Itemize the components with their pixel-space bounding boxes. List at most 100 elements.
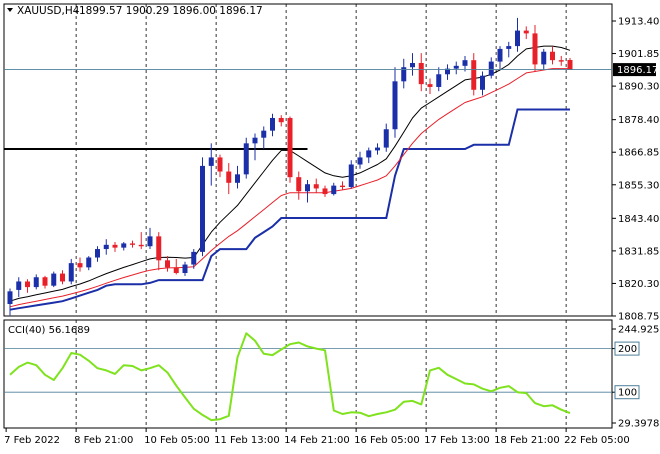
candle[interactable]	[25, 279, 30, 293]
candle[interactable]	[191, 249, 197, 269]
candle[interactable]	[287, 116, 293, 183]
candle-body	[252, 137, 258, 144]
candle[interactable]	[445, 64, 450, 80]
candle[interactable]	[331, 182, 337, 196]
candle[interactable]	[68, 258, 74, 285]
candle[interactable]	[523, 26, 529, 40]
candle[interactable]	[95, 246, 100, 262]
candle[interactable]	[366, 147, 372, 164]
candle-body	[16, 281, 22, 290]
candle[interactable]	[103, 239, 109, 255]
candle-body	[243, 143, 249, 175]
candle[interactable]	[182, 261, 188, 276]
candle[interactable]	[208, 143, 214, 186]
price-tick-label: 1808.75	[618, 312, 659, 323]
candle[interactable]	[340, 181, 345, 190]
candle[interactable]	[322, 185, 328, 197]
candle-body	[270, 117, 275, 131]
candle-body	[296, 177, 302, 192]
candle[interactable]	[488, 57, 494, 79]
candle[interactable]	[515, 17, 520, 52]
candle[interactable]	[243, 137, 249, 179]
candle-body	[217, 157, 223, 172]
candle[interactable]	[532, 24, 538, 72]
price-tick-label: 1843.40	[618, 214, 659, 225]
candle[interactable]	[112, 242, 118, 252]
candle[interactable]	[313, 178, 319, 193]
candle[interactable]	[296, 171, 302, 200]
candle-body	[226, 171, 232, 183]
candle[interactable]	[77, 257, 83, 272]
cci-level-tag	[614, 385, 640, 400]
price-axis: 1913.40 1901.85 1890.30 1878.40 1866.85 1855.…	[612, 17, 659, 323]
candle[interactable]	[226, 163, 232, 195]
candle[interactable]	[138, 232, 144, 250]
candle[interactable]	[252, 133, 258, 161]
time-axis: 7 Feb 2022 8 Feb 21:00 10 Feb 05:00 11 Feb …	[4, 428, 630, 446]
candle[interactable]	[86, 256, 92, 271]
candle[interactable]	[33, 274, 39, 290]
candle[interactable]	[270, 113, 275, 137]
ma-slow-line	[9, 68, 570, 308]
candle[interactable]	[471, 53, 477, 96]
candle[interactable]	[278, 115, 284, 127]
cci-level-tag	[614, 341, 640, 356]
main-header: XAUUSD,H4 1899.57 1900.29 1896.00 1896.1…	[7, 5, 263, 17]
candle[interactable]	[173, 258, 179, 275]
candle[interactable]	[130, 240, 135, 248]
candle[interactable]	[60, 270, 65, 285]
candle[interactable]	[392, 67, 398, 138]
candle[interactable]	[480, 71, 485, 96]
price-pane[interactable]	[3, 3, 613, 317]
candle[interactable]	[462, 55, 468, 72]
time-tick-label: 18 Feb 21:00	[494, 435, 560, 446]
step-line	[9, 108, 570, 311]
candle-body	[208, 157, 214, 166]
candle[interactable]	[42, 275, 48, 289]
price-tick-label: 1890.30	[618, 82, 659, 93]
candle[interactable]	[235, 165, 240, 189]
price-tick-label: 1820.30	[618, 279, 659, 290]
price-tick-label: 1901.85	[618, 49, 659, 60]
candle-body	[488, 61, 494, 76]
candle[interactable]	[261, 126, 267, 149]
candle[interactable]	[147, 227, 153, 250]
candle-body	[340, 185, 345, 188]
candle-body	[366, 150, 372, 158]
candle[interactable]	[165, 256, 170, 272]
candle[interactable]	[375, 143, 380, 155]
candle[interactable]	[51, 271, 57, 288]
candle-body	[103, 244, 109, 250]
candle[interactable]	[305, 179, 310, 203]
candle[interactable]	[418, 53, 424, 92]
candle-body	[427, 84, 433, 87]
candle-body	[401, 67, 407, 82]
candle[interactable]	[497, 46, 503, 71]
candle[interactable]	[348, 160, 354, 189]
candle[interactable]	[200, 157, 205, 257]
candle[interactable]	[550, 46, 555, 65]
candle[interactable]	[217, 154, 223, 178]
candle[interactable]	[436, 67, 442, 92]
candle[interactable]	[427, 78, 433, 95]
candle[interactable]	[567, 57, 573, 71]
candle-body	[436, 74, 442, 87]
candle[interactable]	[16, 277, 22, 297]
candle-body	[313, 184, 319, 189]
candle[interactable]	[410, 53, 415, 76]
candle-body	[200, 165, 205, 252]
candle[interactable]	[121, 242, 127, 251]
dropdown-triangle-icon[interactable]	[7, 8, 13, 12]
cci-pane[interactable]	[3, 319, 613, 429]
candle[interactable]	[401, 58, 407, 89]
candle[interactable]	[558, 55, 564, 66]
candle[interactable]	[156, 232, 162, 271]
candle[interactable]	[383, 123, 389, 152]
candle[interactable]	[541, 48, 547, 71]
candle[interactable]	[453, 61, 459, 75]
candle[interactable]	[506, 41, 512, 58]
candle[interactable]	[357, 151, 363, 169]
candle[interactable]	[7, 288, 13, 316]
candle-body	[191, 251, 197, 265]
